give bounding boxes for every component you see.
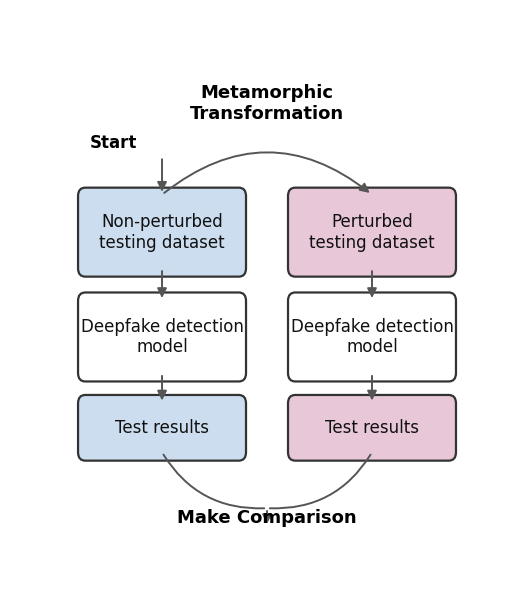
FancyBboxPatch shape bbox=[288, 188, 456, 276]
Text: Deepfake detection
model: Deepfake detection model bbox=[81, 318, 243, 356]
FancyBboxPatch shape bbox=[288, 395, 456, 460]
FancyBboxPatch shape bbox=[78, 395, 246, 460]
Text: Make Comparison: Make Comparison bbox=[177, 509, 357, 527]
FancyBboxPatch shape bbox=[78, 188, 246, 276]
Text: Metamorphic
Transformation: Metamorphic Transformation bbox=[190, 84, 344, 123]
Text: Deepfake detection
model: Deepfake detection model bbox=[291, 318, 453, 356]
FancyBboxPatch shape bbox=[288, 292, 456, 382]
Text: Start: Start bbox=[90, 134, 137, 152]
Text: Test results: Test results bbox=[115, 419, 209, 437]
Text: Test results: Test results bbox=[325, 419, 419, 437]
FancyBboxPatch shape bbox=[78, 292, 246, 382]
Text: Perturbed
testing dataset: Perturbed testing dataset bbox=[309, 213, 435, 252]
Text: Non-perturbed
testing dataset: Non-perturbed testing dataset bbox=[99, 213, 225, 252]
